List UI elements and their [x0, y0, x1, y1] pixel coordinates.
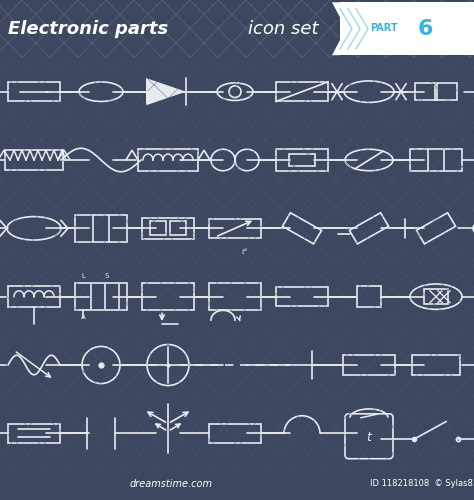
Bar [8, 424, 60, 443]
Bar [138, 150, 198, 171]
Text: A: A [81, 314, 85, 320]
Bar [8, 286, 60, 308]
Text: S: S [105, 273, 109, 279]
Text: icon set: icon set [248, 20, 319, 38]
Bar [289, 154, 315, 166]
Bar [142, 218, 194, 239]
Polygon shape [332, 2, 354, 55]
Bar [410, 150, 462, 171]
Bar [8, 82, 60, 102]
Bar [276, 150, 328, 171]
Bar [435, 83, 457, 100]
Bar [412, 355, 460, 375]
Bar [75, 283, 127, 310]
Bar [5, 150, 63, 170]
Bar [424, 289, 448, 304]
Bar [276, 82, 328, 102]
Bar [415, 83, 437, 100]
Bar [75, 214, 127, 242]
Bar [150, 222, 166, 235]
Text: L: L [81, 273, 85, 279]
Bar [209, 424, 261, 443]
Text: 6: 6 [418, 18, 434, 39]
Text: t: t [366, 430, 372, 444]
Bar [357, 286, 381, 308]
Text: ID 118218108  © Sylas83: ID 118218108 © Sylas83 [370, 479, 474, 488]
Bar [142, 283, 194, 310]
Bar [209, 283, 261, 310]
Text: PART: PART [370, 22, 398, 32]
Bar [343, 355, 395, 375]
Bar [276, 287, 328, 306]
Text: dreamstime.com: dreamstime.com [130, 479, 213, 489]
Bar [209, 218, 261, 238]
Text: $t°$: $t°$ [241, 246, 249, 256]
Text: Electronic parts: Electronic parts [8, 20, 168, 38]
Bar [170, 222, 186, 235]
FancyBboxPatch shape [340, 2, 474, 55]
Polygon shape [146, 78, 186, 106]
